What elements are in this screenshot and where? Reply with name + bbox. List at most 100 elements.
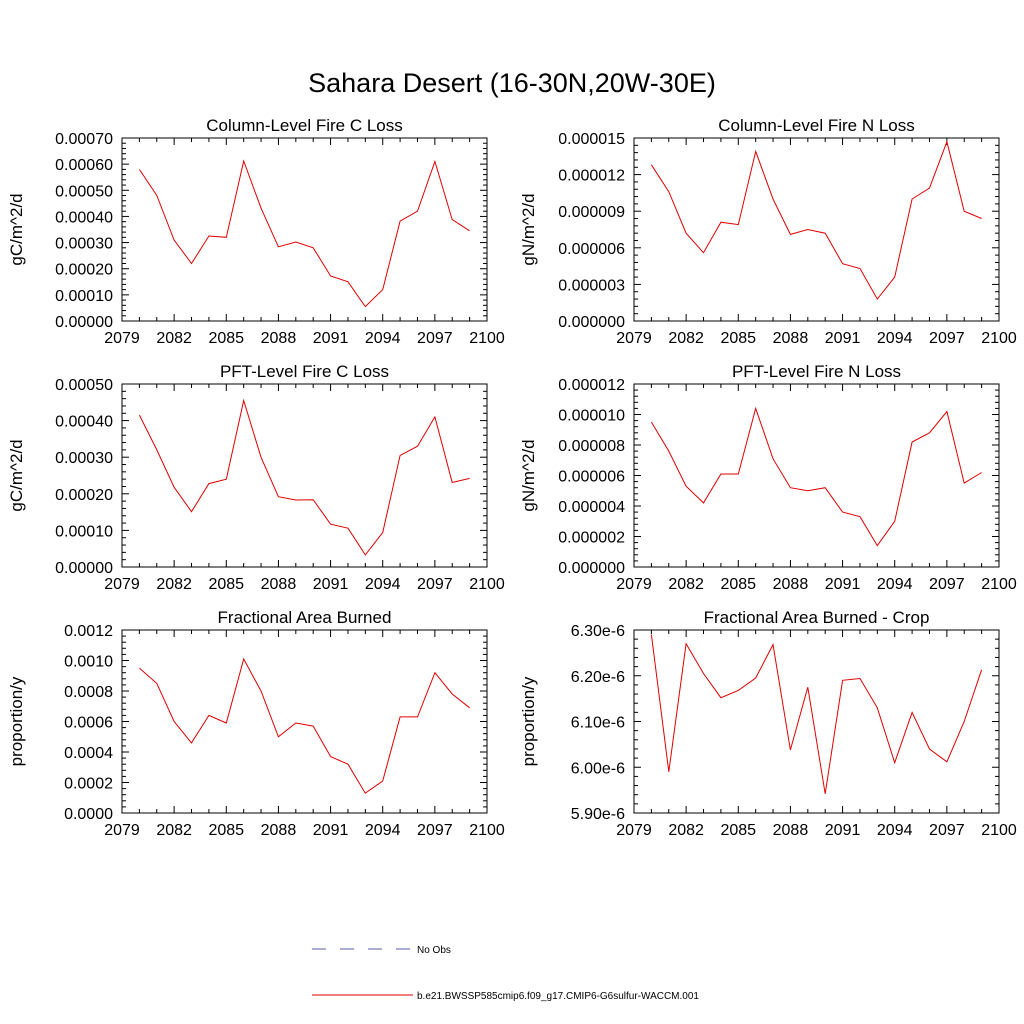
y-tick-label: 0.00000 xyxy=(55,314,113,331)
y-tick-label: 0.0012 xyxy=(64,623,113,640)
x-tick-label: 2091 xyxy=(313,330,349,347)
x-tick-label: 2088 xyxy=(773,576,809,593)
y-tick-label: 0.00010 xyxy=(55,523,113,540)
y-tick-label: 0.000006 xyxy=(558,469,625,486)
y-tick-label: 0.00020 xyxy=(55,262,113,279)
x-tick-label: 2082 xyxy=(156,330,192,347)
panel-title: Column-Level Fire C Loss xyxy=(206,116,403,135)
series-line xyxy=(139,657,470,794)
legend: No Obs b.e21.BWSSP585cmip6.f09_g17.CMIP6… xyxy=(312,945,699,1002)
x-tick-label: 2082 xyxy=(668,822,704,839)
x-tick-label: 2091 xyxy=(313,576,349,593)
chart-panel-4: PFT-Level Fire N Loss gN/m^2/d 2079 2082 208… xyxy=(519,362,1017,593)
x-tick-label: 2079 xyxy=(104,330,140,347)
y-tick-label: 0.000000 xyxy=(558,314,625,331)
x-tick-label: 2088 xyxy=(261,330,297,347)
x-tick-label: 2094 xyxy=(877,576,913,593)
x-tick-label: 2100 xyxy=(469,330,505,347)
plot-frame xyxy=(121,629,488,814)
x-tick-label: 2088 xyxy=(773,822,809,839)
legend-label-run: b.e21.BWSSP585cmip6.f09_g17.CMIP6-G6sulf… xyxy=(417,991,699,1002)
y-axis-label: proportion/y xyxy=(7,676,26,766)
y-axis-label: gC/m^2/d xyxy=(7,193,26,265)
plot-frame xyxy=(633,383,1000,568)
plot-frame xyxy=(121,383,488,568)
y-tick-label: 0.000004 xyxy=(558,499,625,516)
y-tick-label: 0.000010 xyxy=(558,408,625,425)
y-tick-label: 0.0000 xyxy=(64,806,113,823)
y-tick-label: 0.0006 xyxy=(64,715,113,732)
chart-panel-5: Fractional Area Burned proportion/y 2079 20… xyxy=(7,608,505,839)
y-tick-label: 0.000009 xyxy=(558,204,625,221)
x-tick-label: 2082 xyxy=(156,576,192,593)
x-tick-label: 2082 xyxy=(668,576,704,593)
y-tick-label: 0.000012 xyxy=(558,168,625,185)
x-tick-label: 2085 xyxy=(720,822,756,839)
y-tick-label: 0.00070 xyxy=(55,131,113,148)
x-tick-label: 2094 xyxy=(365,822,401,839)
panel-title: Fractional Area Burned xyxy=(218,608,392,627)
series-line xyxy=(650,634,983,794)
y-tick-label: 0.0008 xyxy=(64,684,113,701)
y-tick-label: 6.30e-6 xyxy=(571,623,625,640)
x-tick-label: 2079 xyxy=(616,822,652,839)
x-tick-label: 2097 xyxy=(417,576,453,593)
y-tick-label: 0.000002 xyxy=(558,530,625,547)
y-tick-label: 6.20e-6 xyxy=(571,669,625,686)
y-axis-label: gN/m^2/d xyxy=(519,439,538,511)
x-tick-label: 2079 xyxy=(104,576,140,593)
x-tick-label: 2091 xyxy=(825,822,861,839)
x-tick-label: 2085 xyxy=(720,576,756,593)
y-tick-label: 0.00000 xyxy=(55,560,113,577)
y-tick-label: 0.00060 xyxy=(55,157,113,174)
x-tick-label: 2097 xyxy=(929,822,965,839)
x-tick-label: 2085 xyxy=(208,576,244,593)
y-tick-label: 0.00020 xyxy=(55,487,113,504)
x-tick-label: 2079 xyxy=(616,576,652,593)
y-tick-label: 0.00050 xyxy=(55,183,113,200)
x-tick-label: 2085 xyxy=(208,822,244,839)
y-tick-label: 6.00e-6 xyxy=(571,760,625,777)
plot-frame xyxy=(121,137,488,322)
x-tick-label: 2100 xyxy=(469,822,505,839)
y-axis-label: gN/m^2/d xyxy=(519,193,538,265)
chart-panel-1: Column-Level Fire C Loss gC/m^2/d 2079 2082… xyxy=(7,116,505,347)
y-tick-label: 0.000008 xyxy=(558,438,625,455)
series-line xyxy=(650,406,982,547)
y-tick-label: 0.00050 xyxy=(55,377,113,394)
y-tick-label: 0.00030 xyxy=(55,450,113,467)
y-tick-label: 0.00040 xyxy=(55,209,113,226)
legend-label-no-obs: No Obs xyxy=(417,945,451,956)
y-tick-label: 0.00030 xyxy=(55,236,113,253)
x-tick-label: 2097 xyxy=(417,822,453,839)
x-tick-label: 2097 xyxy=(417,330,453,347)
x-tick-label: 2094 xyxy=(877,330,913,347)
plot-frame xyxy=(633,137,1000,322)
chart-panel-6: Fractional Area Burned - Crop proportion/… xyxy=(519,608,1017,839)
y-tick-label: 0.000000 xyxy=(558,560,625,577)
x-tick-label: 2091 xyxy=(825,330,861,347)
panel-title: Column-Level Fire N Loss xyxy=(718,116,915,135)
y-tick-label: 0.0010 xyxy=(64,654,113,671)
y-tick-label: 0.00010 xyxy=(55,288,113,305)
x-tick-label: 2088 xyxy=(773,330,809,347)
series-line xyxy=(138,159,470,308)
x-tick-label: 2079 xyxy=(616,330,652,347)
x-tick-label: 2094 xyxy=(365,576,401,593)
figure-title: Sahara Desert (16-30N,20W-30E) xyxy=(308,68,716,98)
x-tick-label: 2094 xyxy=(365,330,401,347)
x-tick-label: 2082 xyxy=(668,330,704,347)
series-line xyxy=(650,140,982,300)
y-tick-label: 5.90e-6 xyxy=(571,806,625,823)
x-tick-label: 2100 xyxy=(981,576,1017,593)
y-tick-label: 0.000012 xyxy=(558,377,625,394)
x-tick-label: 2100 xyxy=(981,822,1017,839)
panel-title: PFT-Level Fire C Loss xyxy=(220,362,389,381)
y-axis-label: gC/m^2/d xyxy=(7,439,26,511)
y-tick-label: 0.00040 xyxy=(55,414,113,431)
x-tick-label: 2088 xyxy=(261,576,297,593)
x-tick-label: 2097 xyxy=(929,330,965,347)
y-tick-label: 0.000006 xyxy=(558,241,625,258)
y-tick-label: 6.10e-6 xyxy=(571,715,625,732)
